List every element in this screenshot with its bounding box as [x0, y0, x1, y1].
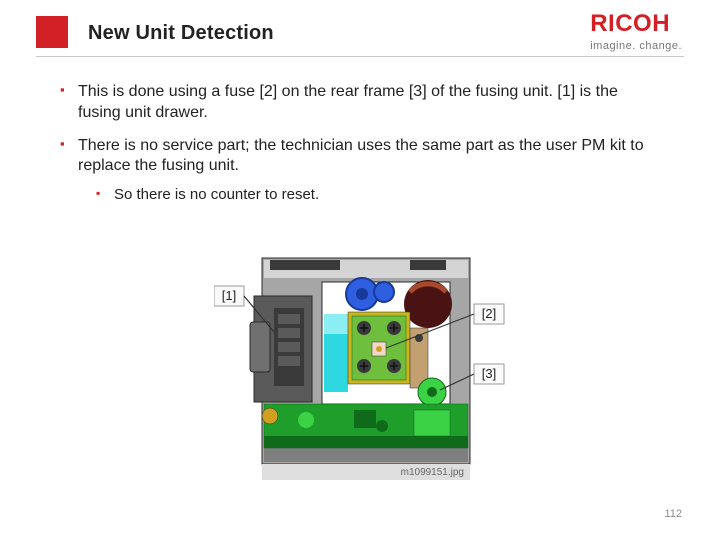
- bullet-list: This is done using a fuse [2] on the rea…: [60, 82, 660, 205]
- slide-root: New Unit Detection RICOH imagine. change…: [0, 0, 720, 540]
- slide-title: New Unit Detection: [88, 22, 274, 45]
- sub-bullet-list: So there is no counter to reset.: [96, 185, 660, 205]
- sub-bullet-item: So there is no counter to reset.: [96, 185, 660, 205]
- callout-2-label: [2]: [482, 306, 496, 321]
- brand-logo-text: RICOH: [590, 10, 682, 38]
- sub-bullet-text: So there is no counter to reset.: [114, 186, 319, 203]
- bullet-item: There is no service part; the technician…: [60, 136, 660, 206]
- bullet-item: This is done using a fuse [2] on the rea…: [60, 82, 660, 124]
- bullet-text: There is no service part; the technician…: [78, 137, 644, 175]
- figure-area: m1099151.jpg [1] [2] [3]: [214, 252, 506, 482]
- brand-block: RICOH imagine. change.: [590, 10, 682, 52]
- bullet-text: This is done using a fuse [2] on the rea…: [78, 83, 618, 121]
- page-number: 112: [664, 508, 682, 520]
- technical-diagram: m1099151.jpg [1] [2] [3]: [214, 252, 506, 482]
- slide-body: This is done using a fuse [2] on the rea…: [60, 82, 660, 217]
- slide-header: New Unit Detection RICOH imagine. change…: [0, 0, 720, 66]
- callout-1-label: [1]: [222, 288, 236, 303]
- callout-3-label: [3]: [482, 366, 496, 381]
- accent-square-icon: [36, 16, 68, 48]
- header-rule: [36, 56, 684, 57]
- figure-filename: m1099151.jpg: [401, 467, 464, 478]
- brand-tagline: imagine. change.: [590, 40, 682, 52]
